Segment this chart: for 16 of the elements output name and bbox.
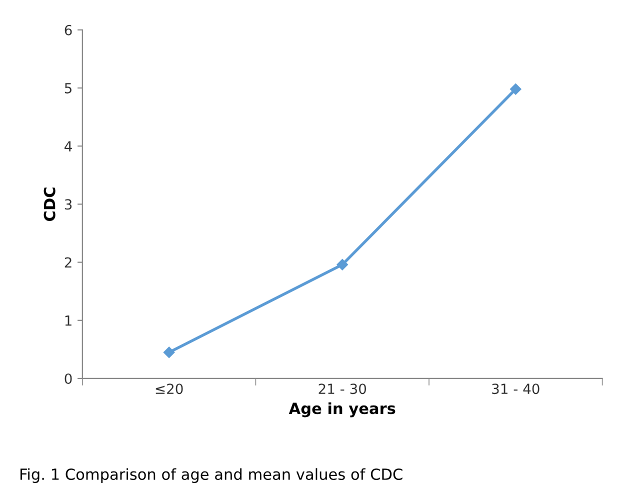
y-tick-label: 0 xyxy=(64,373,72,384)
x-tick-label: 31 - 40 xyxy=(492,384,540,394)
point xyxy=(336,259,348,270)
caption: Fig. 1 Comparison of age and mean values of CDC xyxy=(20,468,402,483)
y-axis-title: CDC xyxy=(44,188,56,221)
x-axis-title: Age in years xyxy=(288,402,396,418)
y-tick-label: 5 xyxy=(64,83,72,94)
y-tick-label: 1 xyxy=(65,316,72,326)
y-tick-label: 3 xyxy=(64,199,72,210)
y-tick-label: 2 xyxy=(64,257,72,268)
point xyxy=(163,346,175,358)
x-tick-label: 21 - 30 xyxy=(318,384,366,394)
x-tick-label: ≤20 xyxy=(156,384,183,394)
y-tick-label: 6 xyxy=(64,24,72,36)
y-tick-label: 4 xyxy=(64,141,72,152)
point xyxy=(510,84,522,95)
